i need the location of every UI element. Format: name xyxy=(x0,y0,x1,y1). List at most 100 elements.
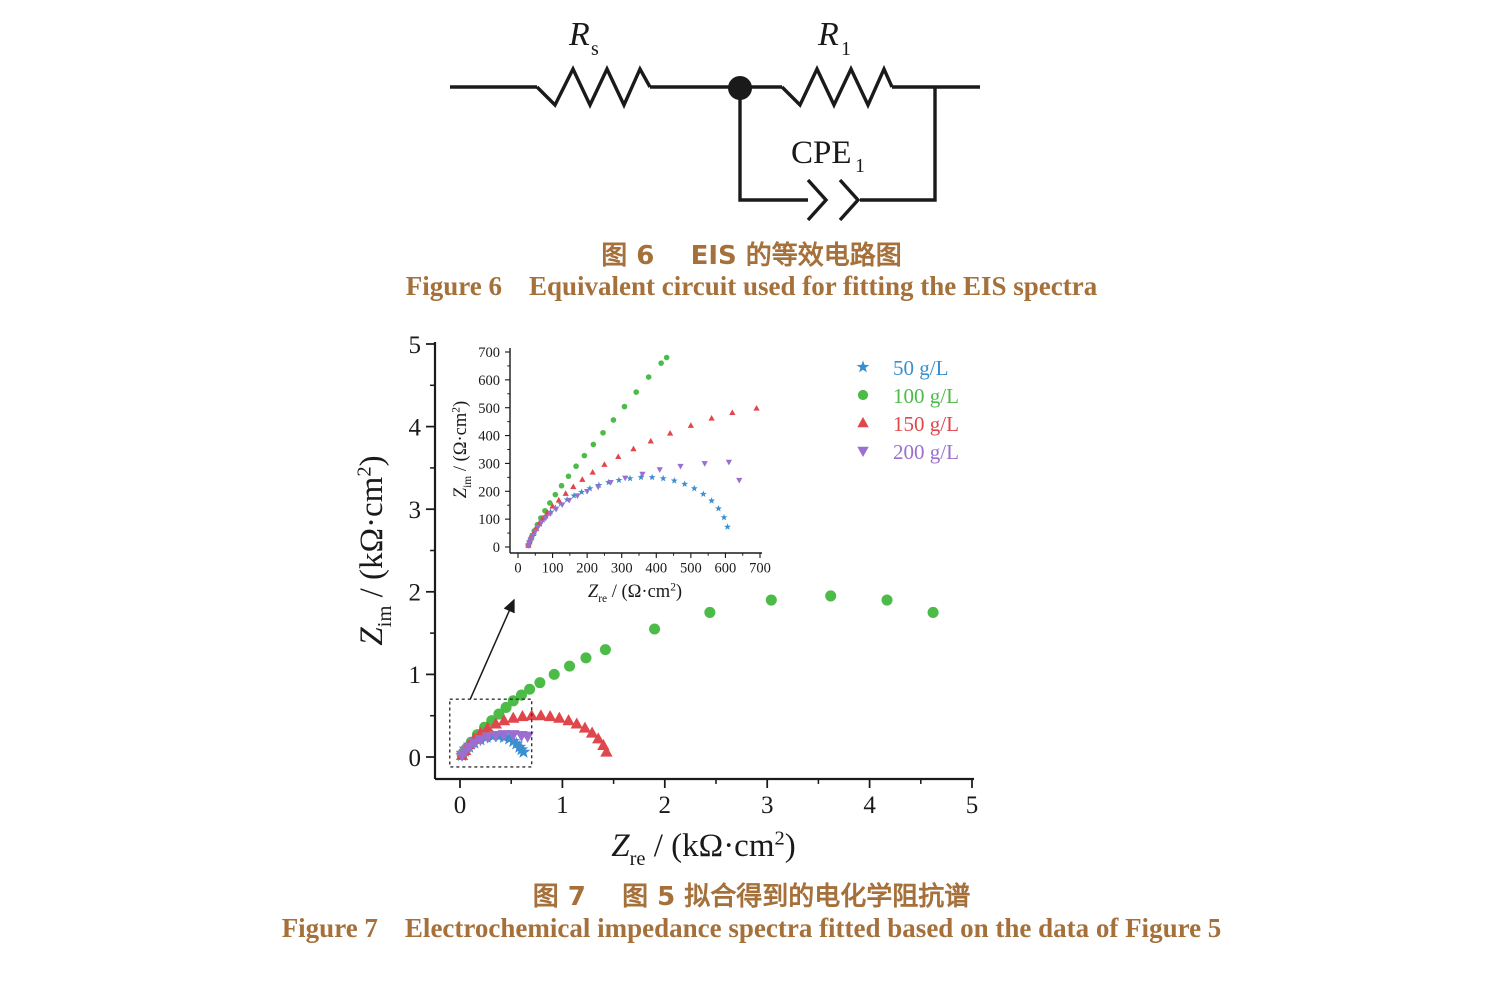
data-point xyxy=(658,360,664,366)
data-point xyxy=(542,507,548,514)
data-point xyxy=(621,403,628,410)
legend-marker xyxy=(857,417,869,428)
data-point xyxy=(559,502,566,508)
data-point xyxy=(579,476,586,482)
data-point xyxy=(526,538,533,545)
data-point xyxy=(585,726,599,738)
data-point xyxy=(473,732,488,746)
data-point xyxy=(725,459,733,466)
data-point xyxy=(563,496,571,503)
data-point xyxy=(542,515,549,522)
data-point xyxy=(467,735,482,749)
data-point xyxy=(580,652,592,664)
data-point xyxy=(460,743,472,755)
y-tick-label: 3 xyxy=(409,497,422,524)
main-chart: 0 1 2 3 4 5 0 1 2 3 4 5 Zre / (kΩ·cm2) Zim / (kΩ·cm2)… xyxy=(353,332,978,870)
y-tick-label: 2 xyxy=(409,580,422,607)
series-0 xyxy=(455,729,531,762)
data-point xyxy=(699,490,707,498)
data-point xyxy=(481,732,494,744)
data-point xyxy=(570,717,583,729)
data-point xyxy=(531,528,538,534)
data-point xyxy=(533,524,541,531)
data-point xyxy=(534,524,542,531)
data-point xyxy=(524,541,532,549)
data-point xyxy=(455,748,469,762)
data-point xyxy=(765,594,777,606)
data-point xyxy=(729,409,736,416)
data-point xyxy=(701,461,708,467)
data-point xyxy=(525,543,532,549)
y-tick-label: 500 xyxy=(478,401,500,417)
y-tick-label: 5 xyxy=(409,332,422,359)
y-tick-label: 300 xyxy=(478,457,500,473)
data-point xyxy=(555,496,562,503)
data-point xyxy=(565,473,572,480)
data-point xyxy=(506,734,521,748)
data-point xyxy=(463,742,476,754)
data-point xyxy=(526,538,533,545)
data-point xyxy=(468,738,481,750)
data-point xyxy=(687,422,694,428)
x-tick-label: 2 xyxy=(659,792,672,819)
data-point xyxy=(471,729,483,741)
data-point xyxy=(530,530,537,536)
data-point xyxy=(578,488,586,496)
data-point xyxy=(670,477,678,484)
data-point xyxy=(558,482,565,489)
data-point xyxy=(615,453,622,460)
y-tick-label: 1 xyxy=(409,662,422,689)
data-point xyxy=(551,504,559,511)
legend-marker xyxy=(857,389,869,401)
x-axis-label: Zre / (Ω·cm2) xyxy=(588,582,682,606)
data-point xyxy=(553,711,566,723)
data-point xyxy=(547,511,554,517)
data-point xyxy=(663,354,670,361)
data-point xyxy=(927,606,939,618)
data-point xyxy=(525,542,532,548)
data-point xyxy=(681,480,689,487)
data-point xyxy=(497,730,511,743)
data-point xyxy=(548,668,560,680)
data-point xyxy=(564,660,576,672)
data-point xyxy=(615,476,623,484)
data-point xyxy=(605,478,613,486)
data-point xyxy=(753,404,760,411)
data-point xyxy=(492,729,506,743)
data-point xyxy=(468,732,481,744)
data-point xyxy=(525,539,533,546)
resistor-rs xyxy=(535,65,652,110)
x-tick-label: 400 xyxy=(645,561,667,577)
y-tick-label: 200 xyxy=(478,484,500,500)
data-point xyxy=(509,736,524,750)
data-point xyxy=(502,731,516,745)
data-point xyxy=(534,521,541,528)
data-point xyxy=(456,748,468,761)
data-point xyxy=(521,731,534,743)
data-point xyxy=(708,415,715,421)
data-point xyxy=(515,730,528,743)
x-tick-label: 700 xyxy=(749,561,771,577)
x-tick-label: 200 xyxy=(576,561,598,577)
data-point xyxy=(645,374,652,380)
legend-marker xyxy=(857,446,869,457)
data-point xyxy=(539,516,547,523)
data-point xyxy=(529,532,536,539)
data-point xyxy=(599,644,611,656)
data-point xyxy=(516,710,529,722)
data-point xyxy=(659,474,667,482)
data-point xyxy=(578,721,592,733)
data-point xyxy=(535,520,543,526)
data-point xyxy=(601,461,608,467)
data-point xyxy=(825,590,837,602)
resistor-r1 xyxy=(780,64,894,110)
data-point xyxy=(538,515,544,521)
data-point xyxy=(497,730,511,742)
figure7-caption-en: Figure 7 Electrochemical impedance spect… xyxy=(281,913,1222,943)
data-point xyxy=(715,504,722,512)
data-point xyxy=(524,683,536,695)
series-3 xyxy=(455,730,534,762)
data-point xyxy=(515,689,527,701)
series-1 xyxy=(525,354,670,549)
x-tick-label: 100 xyxy=(542,561,564,577)
